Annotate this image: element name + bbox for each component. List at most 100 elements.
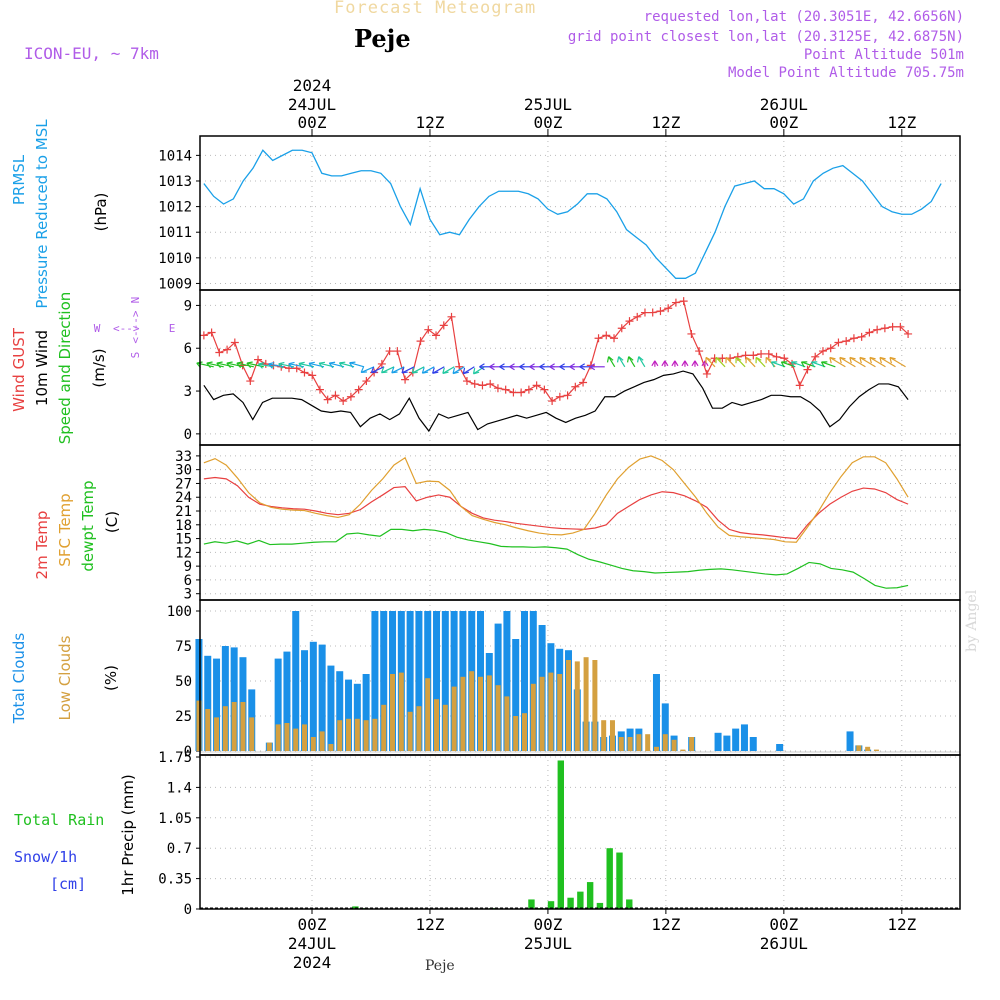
total-cloud-bar (406, 611, 414, 751)
wind-unit-label: (m/s) (90, 348, 108, 387)
low-cloud-bar (689, 737, 695, 751)
bottom-time-label: 00Z (769, 915, 798, 934)
y-tick-label: 1014 (158, 148, 192, 164)
gust-marker (462, 377, 471, 386)
total-cloud-bar (520, 611, 528, 751)
y-tick-label: 30 (175, 463, 192, 479)
low-cloud-bar (856, 745, 862, 751)
y-tick-label: 6 (184, 573, 192, 589)
low-cloud-bar (381, 704, 387, 751)
low-cloud-bar (495, 685, 501, 751)
low-cloud-bar (653, 746, 659, 751)
wind-direction-arrow (236, 362, 254, 368)
total-cloud-bar (732, 728, 740, 751)
wind-arrow-head (780, 361, 788, 368)
wind-arrow-head (879, 356, 886, 364)
gust-marker (842, 337, 851, 346)
y-tick-label: 50 (175, 674, 192, 690)
gust-marker (416, 337, 425, 346)
total-cloud-bar (327, 665, 335, 751)
wind-direction-arrow (781, 361, 796, 368)
sfc-temp-line (203, 455, 909, 543)
precip-bar (596, 902, 604, 909)
low-cloud-bar (636, 734, 642, 751)
total-cloud-bar (652, 674, 660, 751)
gust-marker (849, 334, 858, 343)
wind-direction-arrow (638, 356, 646, 368)
wind-arrow-head (810, 361, 818, 368)
gust-marker (888, 322, 897, 331)
low-cloud-bar (513, 716, 519, 751)
gust-marker (331, 391, 340, 400)
pressure-label-prmsl: PRMSL (10, 154, 28, 205)
gust-marker (377, 359, 386, 368)
top-time-label: 12Z (651, 113, 680, 132)
compass-horizontal-arrow: <--> (113, 322, 140, 335)
wind-arrow-head (765, 356, 772, 364)
wind-direction-arrow (735, 357, 746, 368)
y-tick-label: 18 (175, 518, 192, 534)
gust-marker (811, 352, 820, 361)
gust-marker (315, 385, 324, 394)
wind-arrow-head (589, 363, 596, 371)
top-time-label: 00Z (298, 113, 327, 132)
wind-arrow-head (206, 361, 213, 368)
wind-direction-arrow (349, 362, 365, 368)
compass-west-label: W (94, 322, 101, 335)
y-tick-label: 100 (167, 604, 192, 620)
gust-marker (385, 347, 394, 356)
low-cloud-bar (469, 671, 475, 751)
total-cloud-bar (776, 744, 784, 751)
wind-arrow-head (499, 363, 505, 371)
precip-unit-label: 1hr Precip (mm) (119, 774, 137, 895)
wind-direction-arrow (381, 366, 395, 374)
wind-direction-arrow (829, 356, 846, 368)
low-cloud-bar (565, 660, 571, 751)
total-cloud-bar (292, 611, 300, 751)
precip-bar (567, 897, 574, 909)
gust-marker (625, 317, 634, 326)
gust-marker (486, 379, 495, 388)
wind-arrow-head (820, 361, 828, 368)
y-tick-label: 15 (175, 532, 192, 548)
wind-arrow-head (489, 363, 495, 371)
total-cloud-bar (433, 611, 441, 751)
wind-direction-arrow (391, 366, 405, 374)
gust-marker (594, 334, 603, 343)
gust-marker (223, 345, 232, 354)
total-cloud-bar (221, 646, 229, 751)
low-clouds-label: Low Clouds (56, 635, 74, 720)
top-date-label: 2024 (293, 76, 332, 95)
gust-marker (640, 308, 649, 317)
temp-2m-line (203, 476, 909, 540)
low-cloud-bar (627, 737, 633, 751)
precip-bar (626, 899, 633, 909)
gust-marker (610, 334, 619, 343)
wind-direction-arrow (869, 356, 886, 368)
gust-marker (648, 308, 657, 317)
y-tick-label: 1012 (158, 200, 192, 216)
low-cloud-bar (548, 672, 554, 751)
low-cloud-bar (583, 657, 589, 751)
wind-arrow-head (529, 363, 535, 371)
total-cloud-bar (512, 639, 520, 751)
wind-direction-arrow (755, 357, 766, 368)
gust-marker (401, 375, 410, 384)
wind-direction-arrow (462, 366, 475, 375)
wind-arrow-head (370, 366, 378, 374)
wind-arrow-head (360, 366, 368, 374)
total-cloud-bar (230, 647, 238, 751)
wind-arrow-head (559, 363, 565, 371)
wind-arrow-head (226, 361, 233, 368)
wind-arrow-head (829, 356, 836, 364)
gust-marker (571, 382, 580, 391)
wind-direction-arrow (791, 361, 806, 368)
gust-marker (478, 381, 487, 390)
low-cloud-bar (196, 700, 202, 751)
wind-arrow-head (411, 367, 419, 374)
wind-direction-arrow (442, 366, 455, 374)
gust-marker (579, 378, 588, 387)
gust-marker (749, 351, 758, 360)
wind-arrow-head (381, 367, 388, 374)
total-cloud-bar (661, 703, 669, 751)
